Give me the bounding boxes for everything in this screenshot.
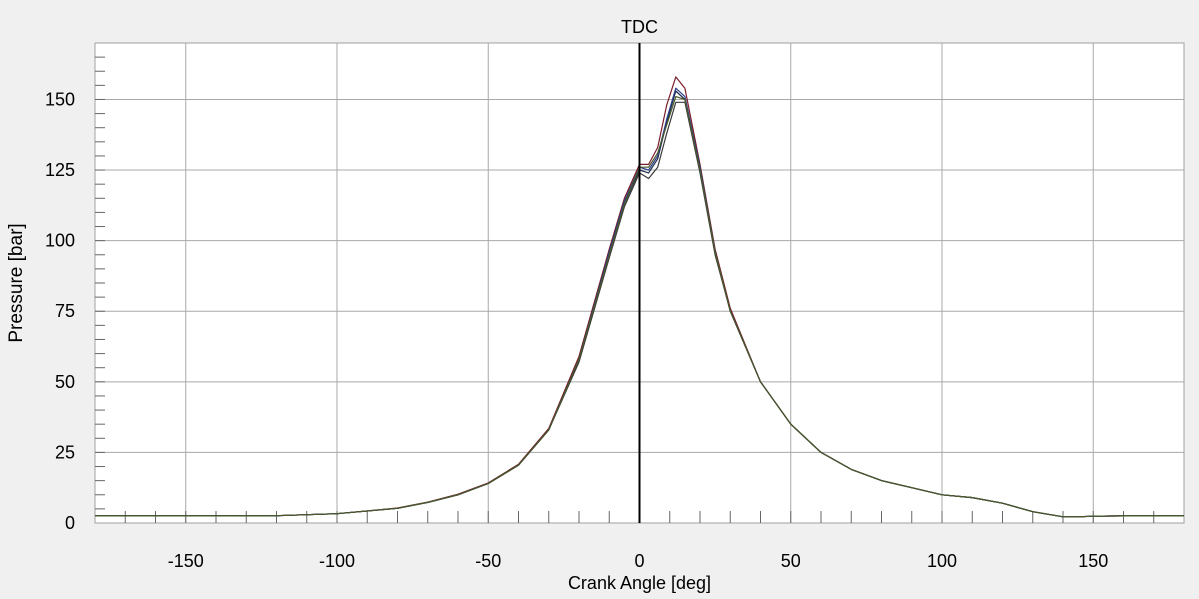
series-line-5	[95, 95, 1184, 518]
x-tick-label: 150	[1078, 551, 1108, 571]
y-tick-label: 100	[45, 231, 75, 251]
x-tick-labels: -150 -100 -50 0 50 100 150	[168, 551, 1109, 571]
y-tick-label: 150	[45, 89, 75, 109]
x-tick-label: 100	[927, 551, 957, 571]
y-tick-label: 25	[55, 442, 75, 462]
y-axis-label: Pressure [bar]	[6, 223, 27, 342]
x-tick-label: -100	[319, 551, 355, 571]
tdc-label: TDC	[621, 17, 658, 37]
y-tick-label: 125	[45, 160, 75, 180]
y-tick-labels: 0 25 50 75 100 125 150	[45, 89, 75, 533]
x-axis-label: Crank Angle [deg]	[568, 573, 711, 593]
x-tick-label: 50	[781, 551, 801, 571]
x-tick-label: 0	[634, 551, 644, 571]
x-tick-label: -150	[168, 551, 204, 571]
y-tick-label: 75	[55, 301, 75, 321]
y-tick-label: 50	[55, 372, 75, 392]
y-tick-label: 0	[65, 513, 75, 533]
x-tick-label: -50	[475, 551, 501, 571]
series-lines	[95, 76, 1184, 518]
